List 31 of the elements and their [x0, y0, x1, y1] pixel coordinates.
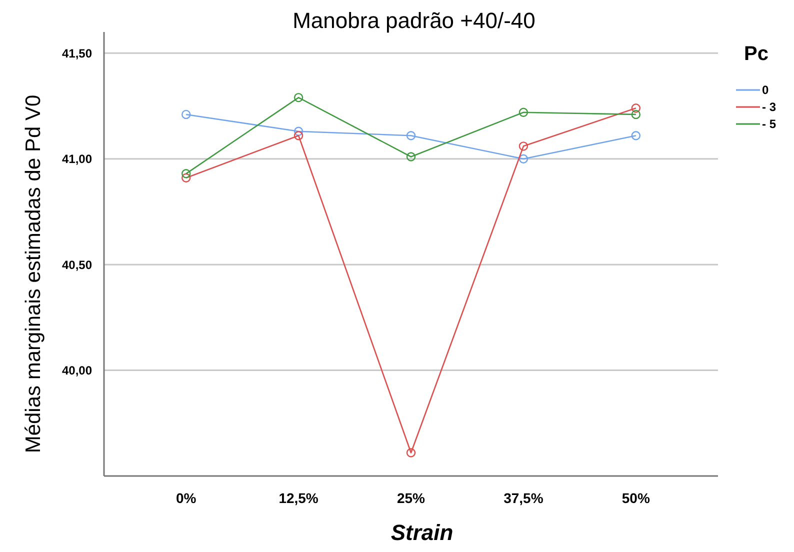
x-axis-title: Strain	[390, 520, 454, 545]
point	[181, 169, 191, 178]
y-tick-label: 40,50	[62, 258, 92, 272]
x-tick-label: 12,5%	[278, 490, 319, 506]
point	[294, 126, 304, 136]
y-tick-label: 41,00	[62, 152, 92, 166]
x-tick-label: 0%	[176, 490, 197, 506]
point	[406, 448, 416, 458]
legend-title: Pc	[744, 43, 768, 65]
x-tick-label: 50%	[622, 490, 650, 506]
legend-label: - 5	[762, 117, 776, 132]
y-tick-label: 41,50	[62, 46, 92, 60]
point	[294, 131, 304, 140]
legend-label: 0	[762, 83, 769, 98]
legend-label: - 3	[762, 100, 776, 114]
point	[406, 152, 416, 162]
x-tick-label: 25%	[396, 490, 426, 506]
point	[181, 110, 191, 120]
point	[631, 131, 641, 140]
chart-title: Manobra padrão +40/-40	[292, 8, 536, 33]
y-axis-title: Médias marginais estimadas de Pd V0	[22, 94, 45, 454]
point	[631, 110, 641, 120]
point	[294, 92, 304, 102]
point	[518, 154, 528, 164]
point	[518, 142, 528, 151]
point	[406, 131, 416, 140]
y-tick-label: 40,00	[62, 363, 92, 378]
point	[518, 108, 528, 117]
point	[631, 104, 641, 113]
point	[181, 173, 191, 182]
x-tick-label: 37,5%	[504, 490, 544, 506]
